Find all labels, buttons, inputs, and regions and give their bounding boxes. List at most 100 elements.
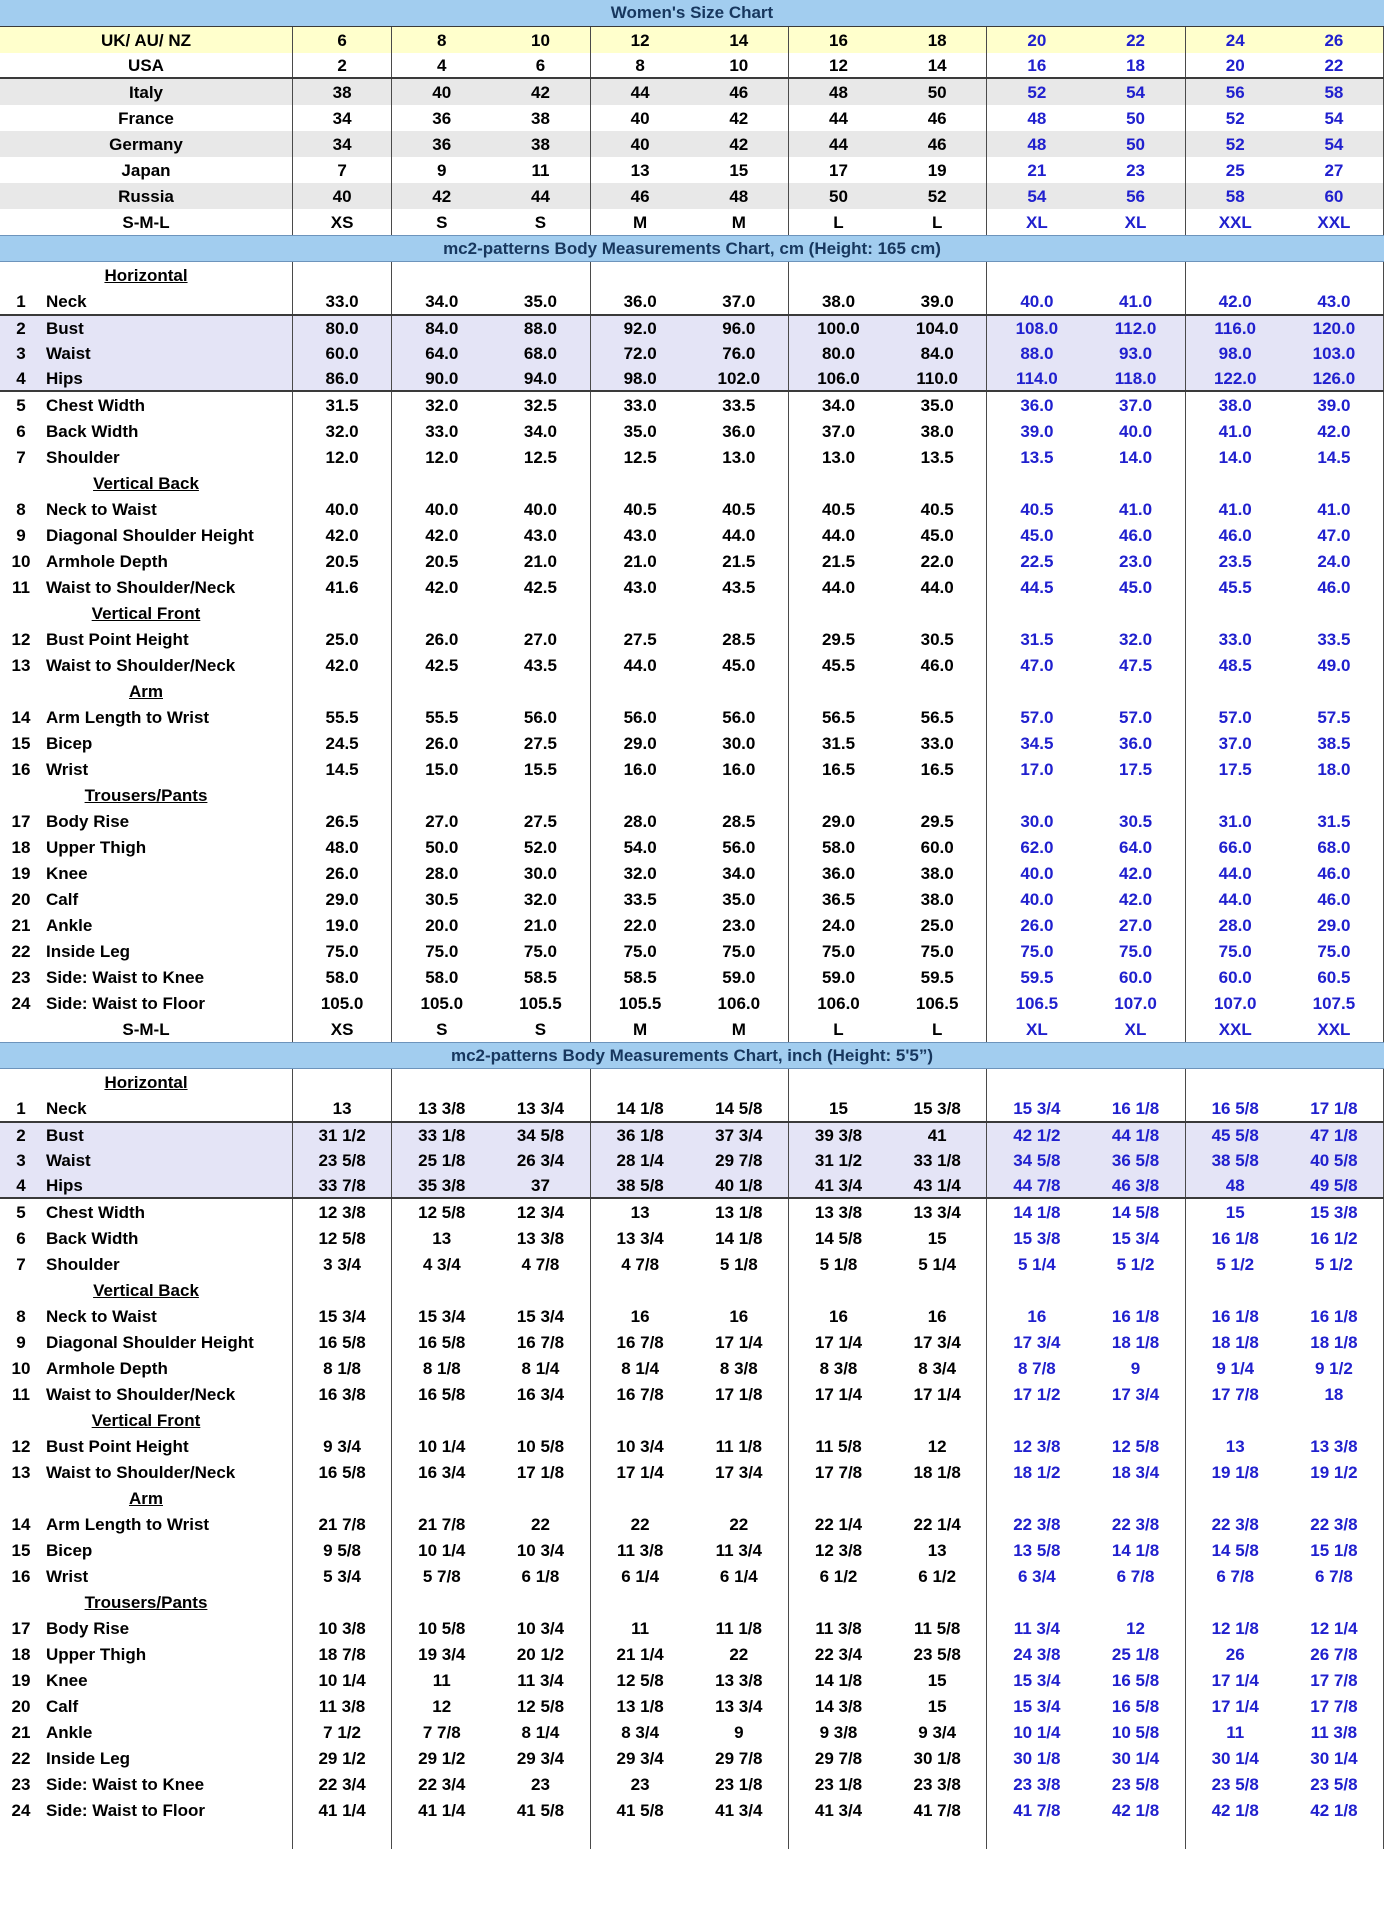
row-number: 5 — [16, 1202, 26, 1222]
size-value-cell: 14 1/8 — [1013, 1202, 1061, 1222]
size-value-cell: 55.5 — [293, 704, 393, 730]
size-value-cell: 18 1/2 — [1013, 1462, 1061, 1482]
size-value-cell: 62.0 — [1020, 837, 1054, 857]
size-value-cell: 37.0 — [1086, 392, 1186, 418]
size-value-cell: 57.0 — [1086, 704, 1186, 730]
size-value-cell: 11 1/8 — [690, 1433, 789, 1459]
size-value-cell: 33.0 — [293, 288, 393, 314]
size-value-cell: 12 3/8 — [814, 1540, 863, 1560]
row-label: Vertical Back — [0, 470, 293, 496]
size-value-cell: 8 3/4 — [888, 1355, 988, 1381]
size-value-cell — [591, 1407, 690, 1433]
size-value-cell: 75.0 — [1086, 938, 1186, 964]
size-value-cell: 25.0 — [888, 912, 988, 938]
size-value-cell: 36.0 — [1020, 395, 1054, 415]
size-value-cell: 75.0 — [623, 941, 657, 961]
size-value-cell: 45 5/8 — [1211, 1125, 1259, 1145]
row-label: 2 Bust — [0, 1123, 293, 1147]
size-value-cell: 44.0 — [1218, 889, 1252, 909]
size-value-cell — [491, 1277, 591, 1303]
size-value-cell: 6 1/8 — [491, 1563, 591, 1589]
size-value-cell: 25 1/8 — [418, 1150, 466, 1170]
size-value-cell: 16 1/2 — [1285, 1225, 1384, 1251]
size-value-cell: 13 1/8 — [616, 1696, 664, 1716]
size-value-cell — [491, 262, 591, 288]
size-value-cell: 36 — [432, 108, 452, 128]
size-value-cell: 37 — [491, 1173, 591, 1197]
row-number: 4 — [16, 1175, 26, 1195]
section-title: Trousers/Pants — [84, 785, 208, 805]
row-number: 18 — [11, 1644, 31, 1664]
size-value-cell: 6 7/8 — [1285, 1563, 1384, 1589]
row-label: Vertical Front — [0, 1407, 293, 1433]
size-value-cell: 16.5 — [821, 759, 856, 779]
size-value-cell: 46.0 — [1285, 574, 1384, 600]
size-value-cell: 45.0 — [690, 652, 789, 678]
size-value-cell: 21.0 — [623, 551, 657, 571]
size-value-cell: 27.5 — [623, 629, 657, 649]
size-value-cell: 8 — [437, 30, 447, 50]
size-value-cell — [987, 1485, 1086, 1511]
size-value-cell: 43.0 — [623, 525, 657, 545]
size-value-cell: 13 3/4 — [491, 1095, 591, 1121]
section-title: Vertical Back — [93, 1280, 199, 1300]
row-number: 21 — [11, 1722, 31, 1742]
size-value-cell: 16 3/4 — [418, 1462, 466, 1482]
size-value-cell — [1186, 262, 1285, 288]
size-value-cell: 38.0 — [888, 886, 988, 912]
row-number: 21 — [11, 915, 31, 935]
size-value-cell: 120.0 — [1285, 316, 1384, 340]
size-value-cell: 16 — [630, 1306, 650, 1326]
size-value-cell: 45.0 — [1086, 574, 1186, 600]
size-value-cell: 11 — [491, 157, 591, 183]
size-value-cell: 58.5 — [491, 964, 591, 990]
size-value-cell: 39 3/8 — [814, 1125, 863, 1145]
size-value-cell: 22.5 — [1020, 551, 1054, 571]
table-row: 2 Bust 80.0 84.0 88.0 92.0 96.0 100.0 104.0 108.0… — [0, 314, 1384, 340]
size-value-cell: 10 1/4 — [1013, 1722, 1061, 1742]
row-number: 8 — [16, 499, 26, 519]
size-value-cell: 35.0 — [623, 421, 657, 441]
size-value-cell: 37.0 — [1218, 733, 1252, 753]
size-value-cell: 24 3/8 — [1013, 1644, 1061, 1664]
table-row: 16 Wrist 14.5 15.0 15.5 16.0 16.0 16.5 16.5 17.0 1… — [0, 756, 1384, 782]
size-value-cell: 13.0 — [821, 447, 856, 467]
size-value-cell: 16 — [888, 1303, 988, 1329]
size-value-cell: 36.0 — [821, 863, 856, 883]
size-value-cell: 12.0 — [425, 447, 459, 467]
size-value-cell: 22 1/4 — [888, 1511, 988, 1537]
size-value-cell: XL — [1025, 1019, 1048, 1039]
size-value-cell: 29.0 — [821, 811, 856, 831]
table-row: 12 Bust Point Height 9 3/4 10 1/4 10 5/8 10 3… — [0, 1433, 1384, 1459]
size-value-cell: 59.5 — [1020, 967, 1054, 987]
table-row: 3 Waist 23 5/8 25 1/8 26 3/4 28 1/4 29 7/8 31 1… — [0, 1147, 1384, 1173]
row-number: 9 — [16, 525, 26, 545]
measurement-name: Waist to Shoulder/Neck — [46, 577, 236, 597]
size-value-cell: 44.0 — [821, 525, 856, 545]
size-value-cell — [591, 678, 690, 704]
size-value-cell: 5 1/8 — [690, 1251, 789, 1277]
size-value-cell: 6 1/4 — [621, 1566, 660, 1586]
size-value-cell: 60.0 — [1086, 964, 1186, 990]
size-value-cell: 6 — [491, 53, 591, 77]
size-value-cell: 105.5 — [491, 990, 591, 1016]
size-value-cell — [1186, 1589, 1285, 1615]
size-value-cell: 29.0 — [623, 733, 657, 753]
size-value-cell — [1285, 262, 1384, 288]
row-label: 18 Upper Thigh — [0, 834, 293, 860]
size-value-cell — [1186, 600, 1285, 626]
size-value-cell: 46.0 — [888, 652, 988, 678]
size-value-cell: 17 1/4 — [1211, 1696, 1259, 1716]
row-label: France — [0, 105, 293, 131]
size-value-cell: 22 3/8 — [1211, 1514, 1259, 1534]
table-row: 21 Ankle 7 1/2 7 7/8 8 1/4 8 3/4 9 9 3/8 9 3/4 10… — [0, 1719, 1384, 1745]
measurement-name: Calf — [46, 1696, 79, 1716]
size-value-cell: 17 1/4 — [814, 1384, 863, 1404]
size-value-cell — [392, 1277, 491, 1303]
size-value-cell — [1186, 470, 1285, 496]
row-label: Vertical Front — [0, 600, 293, 626]
size-value-cell: 30 1/4 — [1285, 1745, 1384, 1771]
row-label: 24 Side: Waist to Floor — [0, 1797, 293, 1823]
size-value-cell: 12 — [829, 55, 848, 75]
table-row: 13 Waist to Shoulder/Neck 16 5/8 16 3/4 17 1… — [0, 1459, 1384, 1485]
